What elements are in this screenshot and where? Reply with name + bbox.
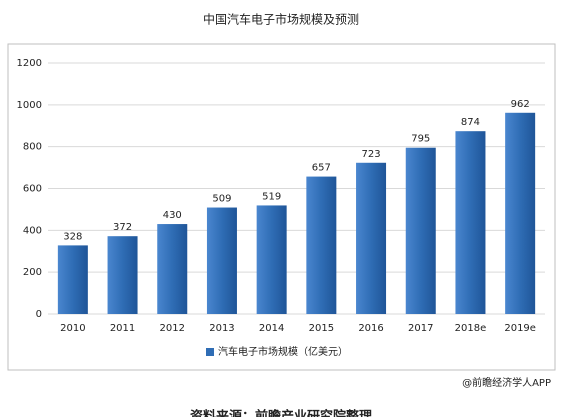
bar	[356, 162, 387, 314]
x-tick-label: 2017	[408, 323, 433, 334]
x-tick-label: 2014	[259, 323, 284, 334]
bar	[107, 236, 138, 314]
source-caption: 资料来源：前瞻产业研究院整理	[190, 409, 372, 417]
bar	[306, 176, 337, 314]
bar	[157, 224, 188, 314]
value-label: 519	[262, 191, 281, 202]
y-tick-label: 1200	[17, 58, 42, 69]
value-label: 962	[511, 99, 530, 110]
value-label: 795	[411, 134, 430, 145]
value-label: 723	[362, 149, 381, 160]
bar	[455, 131, 486, 314]
value-label: 657	[312, 163, 331, 174]
bar	[256, 205, 287, 314]
y-tick-label: 600	[23, 184, 42, 195]
value-label: 509	[212, 194, 231, 205]
x-tick-label: 2010	[60, 323, 85, 334]
x-tick-label: 2016	[358, 323, 383, 334]
bar	[57, 245, 88, 314]
value-label: 372	[113, 222, 132, 233]
x-tick-label: 2019e	[504, 323, 536, 334]
x-tick-label: 2015	[309, 323, 334, 334]
value-label: 328	[63, 231, 82, 242]
y-tick-label: 400	[23, 225, 42, 236]
y-tick-label: 1000	[17, 100, 42, 111]
bar	[405, 147, 436, 314]
legend-label: 汽车电子市场规模（亿美元）	[218, 345, 348, 358]
legend-swatch	[206, 348, 214, 356]
chart-frame	[7, 43, 556, 371]
value-label: 430	[163, 210, 182, 221]
x-tick-label: 2011	[110, 323, 135, 334]
x-tick-label: 2012	[160, 323, 185, 334]
bar	[505, 112, 536, 314]
bar	[206, 207, 237, 314]
source-note: @前瞻经济学人APP	[462, 376, 551, 389]
x-tick-label: 2018e	[455, 323, 487, 334]
x-tick-label: 2013	[209, 323, 234, 334]
chart-title: 中国汽车电子市场规模及预测	[203, 12, 359, 27]
y-tick-label: 0	[36, 309, 42, 320]
value-label: 874	[461, 117, 480, 128]
y-tick-label: 200	[23, 267, 42, 278]
y-tick-label: 800	[23, 142, 42, 153]
